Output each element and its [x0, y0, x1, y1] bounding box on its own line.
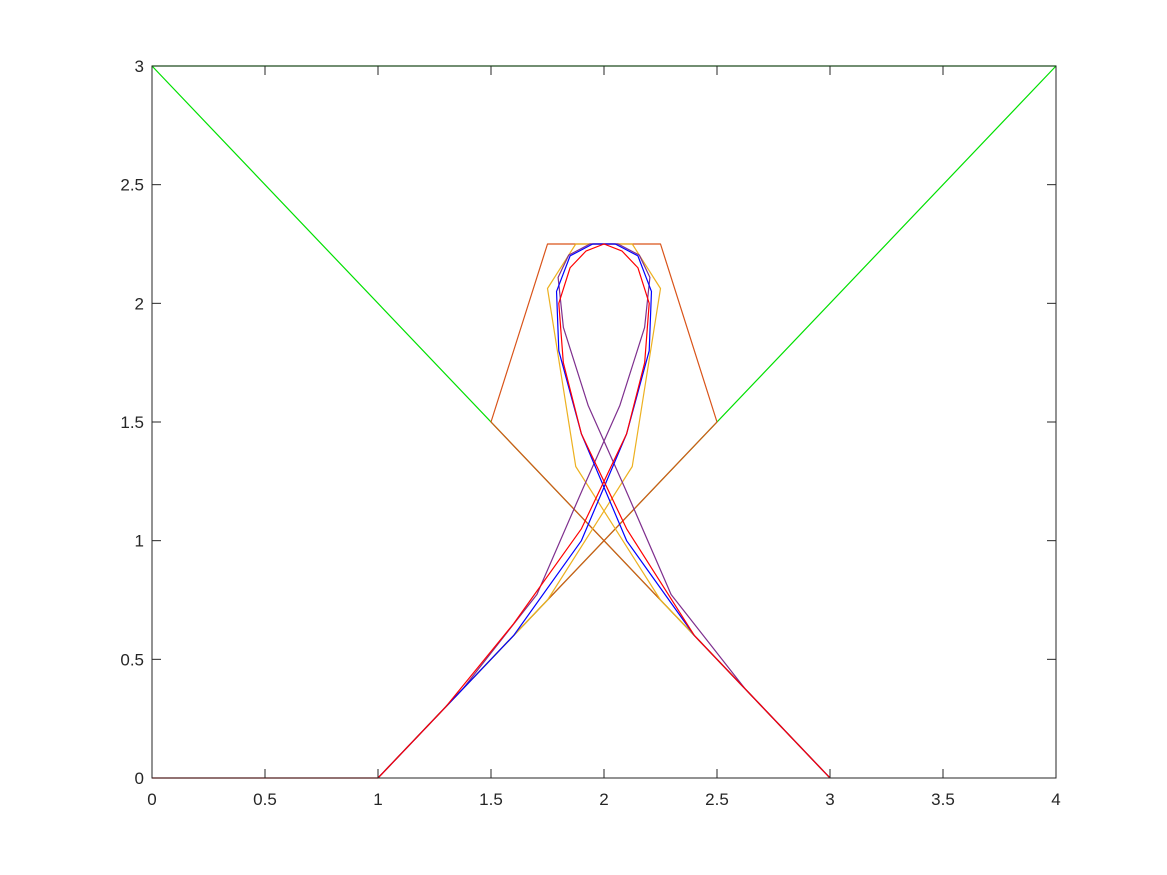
y-tick-label: 0	[135, 769, 144, 788]
y-tick-label: 3	[135, 57, 144, 76]
x-tick-label: 0	[147, 790, 156, 809]
x-tick-label: 2.5	[705, 790, 729, 809]
x-tick-label: 3.5	[931, 790, 955, 809]
x-tick-label: 0.5	[253, 790, 277, 809]
y-tick-labels: 0 0.5 1 1.5 2 2.5 3	[120, 57, 144, 788]
y-tick-label: 2	[135, 294, 144, 313]
x-tick-label: 1.5	[479, 790, 503, 809]
x-tick-label: 4	[1051, 790, 1060, 809]
x-tick-labels: 0 0.5 1 1.5 2 2.5 3 3.5 4	[147, 790, 1060, 809]
y-tick-label: 1	[135, 532, 144, 551]
y-tick-label: 0.5	[120, 650, 144, 669]
x-tick-label: 3	[825, 790, 834, 809]
plot-area	[152, 66, 1056, 778]
x-tick-label: 1	[373, 790, 382, 809]
x-tick-label: 2	[599, 790, 608, 809]
y-tick-label: 1.5	[120, 413, 144, 432]
y-tick-label: 2.5	[120, 176, 144, 195]
